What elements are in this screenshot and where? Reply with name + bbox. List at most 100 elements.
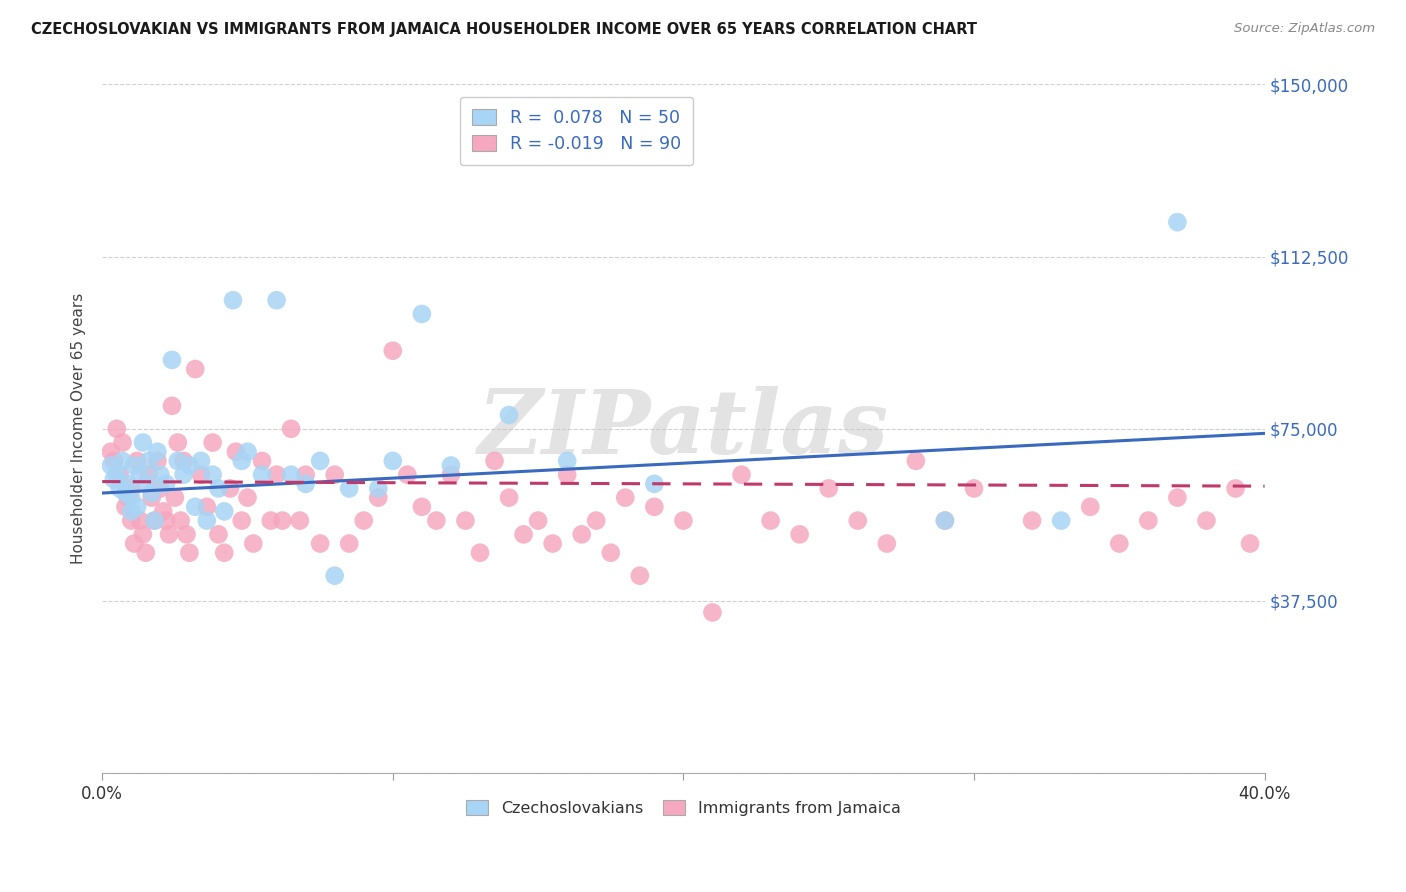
Point bbox=[280, 467, 302, 482]
Point bbox=[411, 307, 433, 321]
Point bbox=[166, 435, 188, 450]
Point bbox=[934, 514, 956, 528]
Point bbox=[1166, 491, 1188, 505]
Point bbox=[381, 343, 404, 358]
Point bbox=[817, 482, 839, 496]
Point bbox=[108, 482, 131, 496]
Point bbox=[122, 458, 145, 473]
Point bbox=[160, 399, 183, 413]
Point bbox=[195, 514, 218, 528]
Point bbox=[396, 467, 419, 482]
Point bbox=[155, 514, 177, 528]
Point bbox=[138, 467, 160, 482]
Point bbox=[527, 514, 550, 528]
Point bbox=[1225, 482, 1247, 496]
Point bbox=[614, 491, 637, 505]
Point bbox=[440, 458, 463, 473]
Point bbox=[260, 514, 283, 528]
Point bbox=[138, 454, 160, 468]
Point bbox=[643, 476, 665, 491]
Point bbox=[468, 546, 491, 560]
Point bbox=[789, 527, 811, 541]
Y-axis label: Householder Income Over 65 years: Householder Income Over 65 years bbox=[72, 293, 86, 565]
Point bbox=[599, 546, 621, 560]
Point bbox=[160, 352, 183, 367]
Point bbox=[166, 454, 188, 468]
Point bbox=[219, 482, 242, 496]
Point bbox=[207, 482, 229, 496]
Point bbox=[117, 476, 139, 491]
Point bbox=[323, 467, 346, 482]
Point bbox=[111, 454, 134, 468]
Point bbox=[555, 454, 578, 468]
Point bbox=[484, 454, 506, 468]
Point bbox=[337, 536, 360, 550]
Point bbox=[103, 454, 125, 468]
Point bbox=[149, 482, 172, 496]
Point bbox=[250, 467, 273, 482]
Point bbox=[179, 458, 201, 473]
Point bbox=[190, 454, 212, 468]
Point bbox=[108, 467, 131, 482]
Point bbox=[381, 454, 404, 468]
Point bbox=[146, 444, 169, 458]
Point bbox=[904, 454, 927, 468]
Point bbox=[163, 491, 186, 505]
Point bbox=[672, 514, 695, 528]
Point bbox=[143, 514, 166, 528]
Point bbox=[111, 435, 134, 450]
Point bbox=[1137, 514, 1160, 528]
Point bbox=[242, 536, 264, 550]
Point bbox=[1078, 500, 1101, 514]
Point bbox=[125, 454, 148, 468]
Point bbox=[541, 536, 564, 550]
Point bbox=[1239, 536, 1261, 550]
Point bbox=[114, 486, 136, 500]
Point bbox=[214, 546, 236, 560]
Point bbox=[105, 422, 128, 436]
Point bbox=[628, 568, 651, 582]
Point bbox=[152, 504, 174, 518]
Point bbox=[512, 527, 534, 541]
Point bbox=[294, 476, 316, 491]
Point bbox=[440, 467, 463, 482]
Point bbox=[176, 527, 198, 541]
Point bbox=[135, 476, 157, 491]
Point bbox=[1021, 514, 1043, 528]
Point bbox=[222, 293, 245, 308]
Point bbox=[730, 467, 752, 482]
Point bbox=[117, 491, 139, 505]
Point bbox=[207, 527, 229, 541]
Point bbox=[100, 444, 122, 458]
Point bbox=[149, 467, 172, 482]
Point bbox=[120, 491, 142, 505]
Point bbox=[498, 408, 520, 422]
Point bbox=[323, 568, 346, 582]
Point bbox=[454, 514, 477, 528]
Point bbox=[498, 491, 520, 505]
Point bbox=[353, 514, 375, 528]
Point bbox=[129, 514, 152, 528]
Point bbox=[585, 514, 607, 528]
Point bbox=[125, 500, 148, 514]
Point bbox=[231, 454, 253, 468]
Point bbox=[143, 514, 166, 528]
Point bbox=[114, 500, 136, 514]
Point bbox=[1195, 514, 1218, 528]
Point bbox=[266, 293, 288, 308]
Point bbox=[129, 467, 152, 482]
Point bbox=[702, 606, 724, 620]
Point bbox=[225, 444, 247, 458]
Point bbox=[288, 514, 311, 528]
Point bbox=[280, 422, 302, 436]
Point bbox=[425, 514, 447, 528]
Point bbox=[201, 435, 224, 450]
Point bbox=[120, 504, 142, 518]
Point bbox=[155, 476, 177, 491]
Point bbox=[190, 467, 212, 482]
Text: Source: ZipAtlas.com: Source: ZipAtlas.com bbox=[1234, 22, 1375, 36]
Point bbox=[236, 491, 259, 505]
Point bbox=[170, 514, 193, 528]
Point bbox=[146, 454, 169, 468]
Point bbox=[135, 546, 157, 560]
